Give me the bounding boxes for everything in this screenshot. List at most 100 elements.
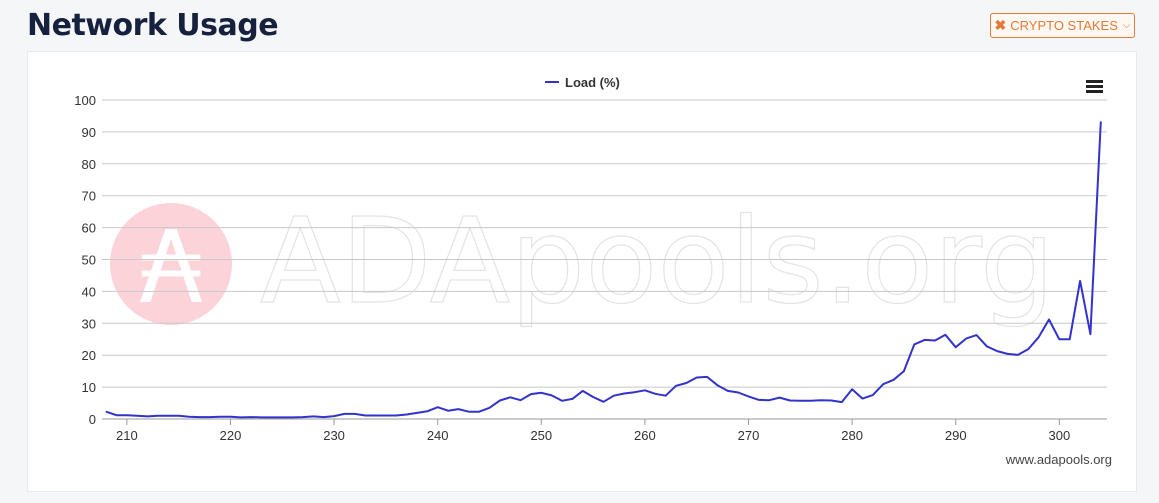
data-point[interactable] (1027, 348, 1029, 350)
data-point[interactable] (229, 416, 232, 418)
data-point[interactable] (167, 415, 169, 417)
data-point[interactable] (126, 414, 128, 416)
data-point[interactable] (240, 416, 242, 419)
data-point[interactable] (1100, 121, 1102, 123)
credit-text[interactable]: www.adapools.org (1005, 452, 1112, 467)
data-point[interactable] (758, 399, 760, 401)
data-point[interactable] (323, 416, 325, 418)
data-point[interactable] (582, 390, 584, 392)
data-point[interactable] (437, 406, 439, 408)
data-point[interactable] (312, 415, 314, 418)
data-point[interactable] (675, 385, 677, 387)
data-point[interactable] (613, 395, 615, 397)
data-point[interactable] (1058, 338, 1060, 340)
data-point[interactable] (1038, 336, 1040, 338)
data-point[interactable] (519, 399, 522, 401)
data-point[interactable] (665, 395, 667, 397)
data-point[interactable] (955, 346, 957, 348)
data-point[interactable] (789, 399, 791, 402)
data-point[interactable] (447, 410, 449, 412)
data-point[interactable] (198, 416, 200, 418)
data-point[interactable] (146, 415, 149, 418)
data-point[interactable] (861, 397, 864, 400)
data-point[interactable] (778, 397, 781, 399)
data-point[interactable] (633, 391, 636, 393)
hamburger-menu-icon[interactable] (1086, 80, 1103, 93)
data-point[interactable] (934, 339, 936, 342)
data-point[interactable] (1069, 338, 1071, 340)
data-point[interactable] (499, 399, 501, 402)
data-point[interactable] (136, 415, 138, 417)
crypto-stakes-button[interactable]: ✖ CRYPTO STAKES ⌵ (990, 13, 1135, 38)
data-point[interactable] (841, 401, 843, 403)
data-point[interactable] (395, 414, 397, 417)
data-point[interactable] (944, 334, 946, 336)
data-point[interactable] (768, 399, 770, 401)
data-point[interactable] (209, 416, 211, 418)
data-point[interactable] (685, 382, 687, 384)
data-point[interactable] (851, 388, 853, 390)
data-point[interactable] (602, 401, 605, 403)
data-point[interactable] (592, 396, 594, 398)
data-point[interactable] (488, 407, 491, 409)
data-point[interactable] (374, 414, 377, 417)
data-point[interactable] (882, 383, 884, 385)
data-point[interactable] (551, 394, 553, 396)
data-point[interactable] (219, 416, 221, 418)
data-point[interactable] (924, 339, 926, 341)
data-point[interactable] (892, 379, 895, 381)
data-point[interactable] (468, 411, 470, 413)
data-point[interactable] (478, 411, 480, 413)
data-point[interactable] (747, 395, 750, 397)
data-point[interactable] (571, 398, 573, 400)
data-point[interactable] (406, 413, 408, 416)
data-point[interactable] (872, 394, 874, 396)
data-point[interactable] (975, 334, 978, 336)
data-point[interactable] (157, 415, 159, 417)
data-point[interactable] (178, 415, 180, 417)
data-point[interactable] (696, 376, 698, 379)
data-point[interactable] (820, 399, 822, 401)
data-point[interactable] (333, 415, 335, 417)
data-point[interactable] (903, 370, 905, 372)
data-point[interactable] (271, 416, 273, 419)
data-point[interactable] (623, 392, 625, 395)
data-point[interactable] (530, 393, 532, 395)
data-point[interactable] (965, 338, 967, 340)
data-point[interactable] (716, 384, 719, 386)
data-point[interactable] (343, 413, 346, 415)
data-point[interactable] (561, 400, 563, 402)
data-point[interactable] (457, 408, 460, 410)
data-point[interactable] (281, 416, 283, 419)
data-point[interactable] (799, 400, 801, 402)
data-point[interactable] (1048, 318, 1050, 321)
data-point[interactable] (830, 399, 833, 402)
data-point[interactable] (654, 393, 656, 395)
data-point[interactable] (1006, 353, 1009, 355)
data-point[interactable] (364, 414, 366, 417)
data-point[interactable] (105, 411, 107, 413)
data-point[interactable] (727, 390, 729, 392)
data-point[interactable] (986, 345, 988, 347)
data-point[interactable] (416, 412, 418, 414)
data-point[interactable] (644, 389, 646, 391)
data-point[interactable] (706, 376, 708, 378)
data-point[interactable] (115, 414, 118, 416)
data-point[interactable] (260, 416, 263, 419)
data-point[interactable] (385, 414, 387, 417)
data-point[interactable] (426, 410, 428, 412)
legend-label[interactable]: Load (%) (565, 75, 620, 90)
data-point[interactable] (509, 396, 511, 398)
data-point[interactable] (540, 392, 542, 394)
data-point[interactable] (354, 413, 356, 415)
data-point[interactable] (996, 350, 998, 352)
data-point[interactable] (1079, 280, 1081, 282)
data-point[interactable] (188, 416, 190, 418)
data-point[interactable] (302, 416, 304, 418)
data-point[interactable] (250, 416, 252, 418)
data-point[interactable] (1017, 354, 1019, 356)
data-point[interactable] (292, 416, 294, 419)
data-point[interactable] (810, 400, 812, 402)
data-point[interactable] (1089, 333, 1092, 335)
data-point[interactable] (913, 343, 915, 345)
